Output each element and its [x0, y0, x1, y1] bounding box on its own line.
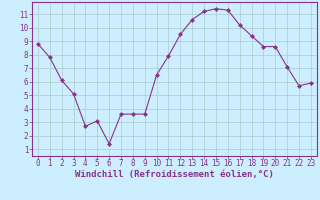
X-axis label: Windchill (Refroidissement éolien,°C): Windchill (Refroidissement éolien,°C) [75, 170, 274, 179]
